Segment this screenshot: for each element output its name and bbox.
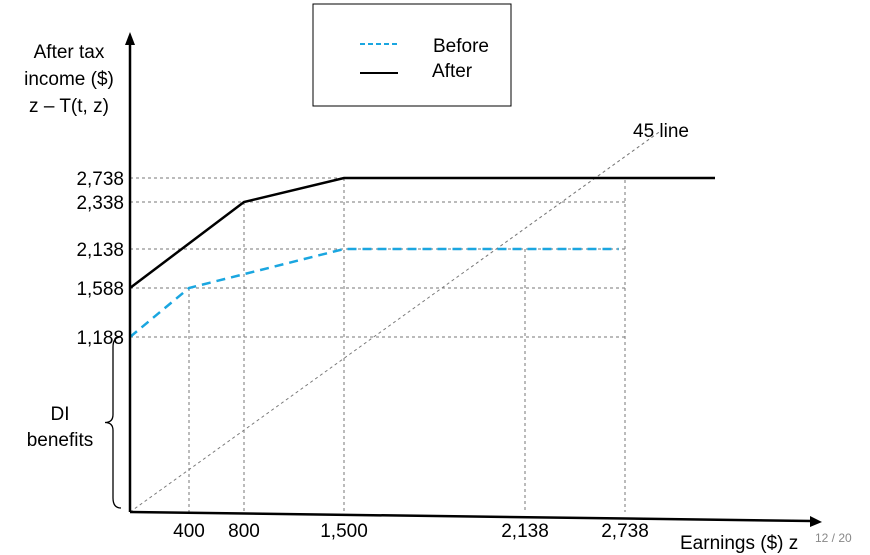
reference-line — [129, 129, 663, 513]
legend-label-before: Before — [433, 36, 489, 57]
y-tick-label: 1,588 — [76, 279, 124, 300]
legend-box — [312, 3, 512, 107]
di-benefits-label: DI — [51, 404, 70, 425]
grid-lines — [129, 129, 663, 513]
y-tick-label: 2,338 — [76, 193, 124, 214]
y-axis-label: After tax — [34, 42, 105, 63]
chart-marks — [104, 176, 715, 509]
series-line-after — [129, 176, 715, 289]
y-tick-label: 2,738 — [76, 169, 124, 190]
legend-label-after: After — [432, 61, 473, 82]
x-tick-label: 1,500 — [320, 521, 368, 542]
di-benefits-brace — [104, 336, 122, 509]
y-axis-label: income ($) — [24, 69, 114, 90]
x-tick-label: 2,738 — [601, 521, 649, 542]
series-line-before — [129, 247, 619, 338]
y-tick-label: 2,138 — [76, 240, 124, 261]
y-tick-label: 1,188 — [76, 328, 124, 349]
y-axis-label: z – T(t, z) — [29, 96, 109, 117]
chart-texts: 400 800 1,500 2,138 2,738 1,188 1,588 2,138 2,33… — [24, 3, 798, 554]
x-tick-label: 400 — [173, 521, 205, 542]
x-axis-label: Earnings ($) z — [680, 533, 798, 554]
y-axis-arrow — [125, 32, 135, 45]
x-tick-label: 2,138 — [501, 521, 549, 542]
axes — [125, 32, 822, 527]
x-axis — [129, 510, 813, 523]
page-number: 12 / 20 — [815, 531, 852, 545]
reference-line-label: 45 line — [633, 121, 689, 142]
di-benefits-label: benefits — [27, 430, 94, 451]
x-axis-arrow — [810, 516, 822, 527]
x-tick-label: 800 — [228, 521, 260, 542]
